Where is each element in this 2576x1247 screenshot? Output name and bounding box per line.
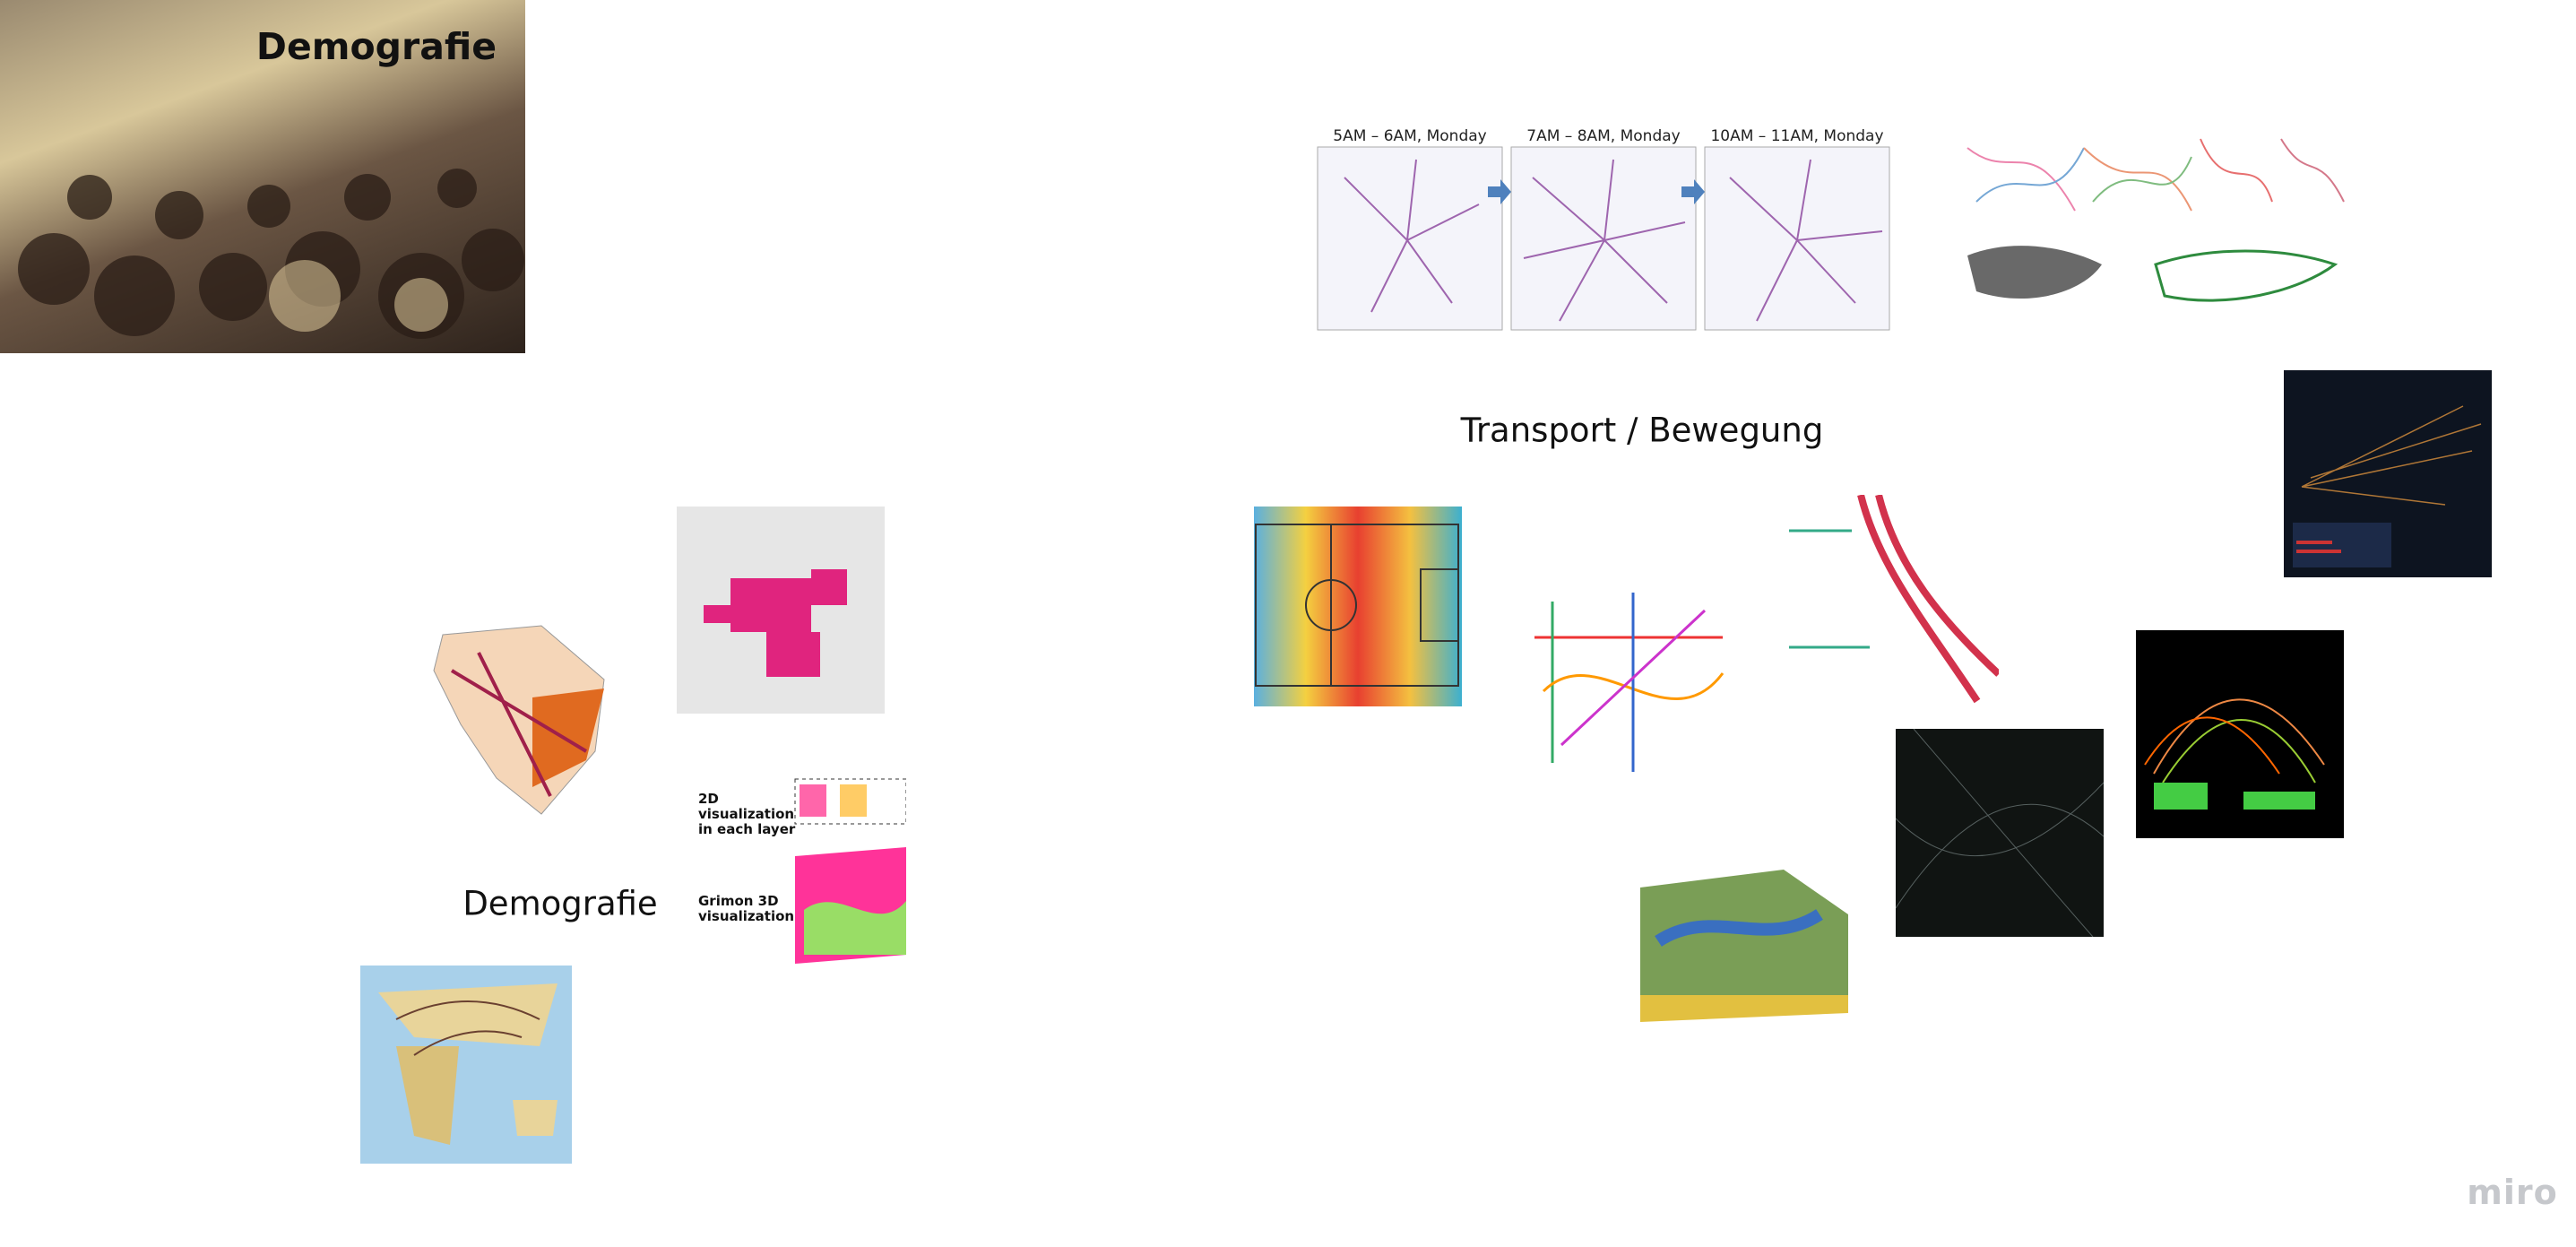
layer-label: 2D visualization in each layer bbox=[698, 791, 796, 837]
banner-title: Demografie bbox=[255, 25, 497, 68]
trails-shapes bbox=[1967, 138, 2345, 302]
dark-map-shapes bbox=[2293, 405, 2482, 567]
metro-map-image[interactable] bbox=[1789, 495, 1999, 704]
layer-shapes bbox=[794, 778, 906, 964]
network-image[interactable] bbox=[1896, 729, 2104, 937]
transport-panels bbox=[1317, 146, 1890, 331]
geology-image[interactable] bbox=[1640, 834, 1848, 1037]
world-map-image[interactable] bbox=[360, 966, 572, 1164]
arcs-shapes bbox=[2144, 698, 2325, 810]
panel-label: 7AM – 8AM, Monday bbox=[1526, 127, 1681, 145]
pitch-lines bbox=[1255, 524, 1459, 687]
pink-shapes bbox=[704, 569, 847, 677]
brand-logo[interactable]: miro bbox=[2467, 1173, 2558, 1212]
dark-map-image[interactable] bbox=[2284, 370, 2492, 577]
transport-figure[interactable]: 5AM – 6AM, Monday 7AM – 8AM, Monday 10AM… bbox=[1309, 124, 1900, 335]
trails-figure[interactable] bbox=[1958, 130, 2351, 333]
crowd-shapes bbox=[18, 169, 524, 339]
subway-shapes bbox=[1534, 593, 1725, 772]
section-label[interactable]: Demografie bbox=[462, 884, 658, 923]
brazil-shapes bbox=[433, 625, 605, 815]
metro-shapes bbox=[1789, 495, 1999, 704]
subway-image[interactable] bbox=[1526, 584, 1739, 787]
crowd-image[interactable]: Demografie bbox=[0, 0, 525, 353]
geology-shapes bbox=[1640, 870, 1848, 1022]
layer-label: Grimon 3D visualization bbox=[698, 893, 795, 924]
pink-map-image[interactable] bbox=[677, 507, 885, 714]
panel-label: 5AM – 6AM, Monday bbox=[1333, 127, 1487, 145]
network-shapes bbox=[1896, 729, 2104, 937]
world-shapes bbox=[378, 983, 558, 1145]
brazil-map-image[interactable] bbox=[407, 617, 617, 820]
panel-label: 10AM – 11AM, Monday bbox=[1710, 127, 1884, 145]
arcs-image[interactable] bbox=[2136, 630, 2344, 838]
layer-figure[interactable]: 2D visualization in each layer Grimon 3D… bbox=[696, 775, 906, 983]
heatmap-image[interactable] bbox=[1254, 507, 1462, 706]
section-label[interactable]: Transport / Bewegung bbox=[1460, 411, 1824, 450]
